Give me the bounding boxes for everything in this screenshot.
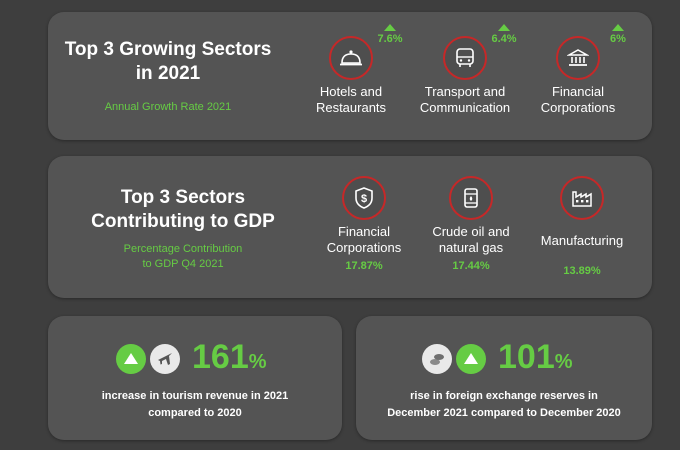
- up-triangle-icon: [498, 24, 510, 31]
- growing-sectors-title: Top 3 Growing Sectors in 2021: [64, 39, 272, 84]
- growth-rate-transport: 6.4%: [484, 24, 524, 45]
- sector-hotels: Hotels and Restaurants: [291, 36, 411, 117]
- gdp-sectors-title: Top 3 Sectors Contributing to GDP: [91, 187, 275, 232]
- up-arrow-icon: [456, 344, 486, 374]
- oil-barrel-icon: [449, 176, 493, 220]
- gdp-sectors-card: Top 3 Sectors Contributing to GDP Percen…: [48, 156, 652, 298]
- growth-rate-financial: 6%: [602, 24, 634, 45]
- reserves-card: 101% rise in foreign exchange reserves i…: [356, 316, 652, 440]
- tourism-description: increase in tourism revenue in 2021 comp…: [101, 390, 289, 420]
- airplane-icon: [150, 344, 180, 374]
- factory-icon: [560, 176, 604, 220]
- reserves-description: rise in foreign exchange reserves in Dec…: [387, 390, 621, 420]
- gdp-sector-manufacturing: Manufacturing 13.89%: [522, 176, 642, 277]
- sector-label: Financial Corporations: [540, 84, 616, 116]
- sector-transport: Transport and Communication: [405, 36, 525, 117]
- sector-label: Manufacturing: [540, 233, 624, 248]
- sector-label: Transport and Communication: [419, 84, 511, 116]
- sector-financial: Financial Corporations: [518, 36, 638, 117]
- sector-label: Financial Corporations: [326, 224, 402, 256]
- sector-label: Hotels and Restaurants: [315, 84, 387, 116]
- gdp-share-financial: 17.87%: [345, 259, 383, 272]
- growing-sectors-card: Top 3 Growing Sectors in 2021 Annual Gro…: [48, 12, 652, 140]
- gdp-sector-financial: $ Financial Corporations 17.87%: [304, 176, 424, 272]
- growing-sectors-subtitle: Annual Growth Rate 2021: [104, 101, 232, 113]
- reserves-percentage: 101%: [498, 338, 573, 376]
- sector-label: Crude oil and natural gas: [432, 224, 510, 256]
- coins-icon: [422, 344, 452, 374]
- bus-icon: [443, 36, 487, 80]
- gdp-sector-oil-gas: Crude oil and natural gas 17.44%: [411, 176, 531, 272]
- gdp-sectors-subtitle: Percentage Contribution to GDP Q4 2021: [123, 243, 243, 270]
- growth-rate-hotels: 7.6%: [370, 24, 410, 45]
- bank-icon: [556, 36, 600, 80]
- cloche-icon: [329, 36, 373, 80]
- up-triangle-icon: [612, 24, 624, 31]
- tourism-card: 161% increase in tourism revenue in 2021…: [48, 316, 342, 440]
- svg-text:$: $: [361, 193, 367, 205]
- up-arrow-icon: [116, 344, 146, 374]
- gdp-share-manufacturing: 13.89%: [563, 265, 601, 278]
- gdp-share-oil-gas: 17.44%: [452, 259, 490, 272]
- up-triangle-icon: [384, 24, 396, 31]
- tourism-percentage: 161%: [192, 338, 267, 376]
- dollar-shield-icon: $: [342, 176, 386, 220]
